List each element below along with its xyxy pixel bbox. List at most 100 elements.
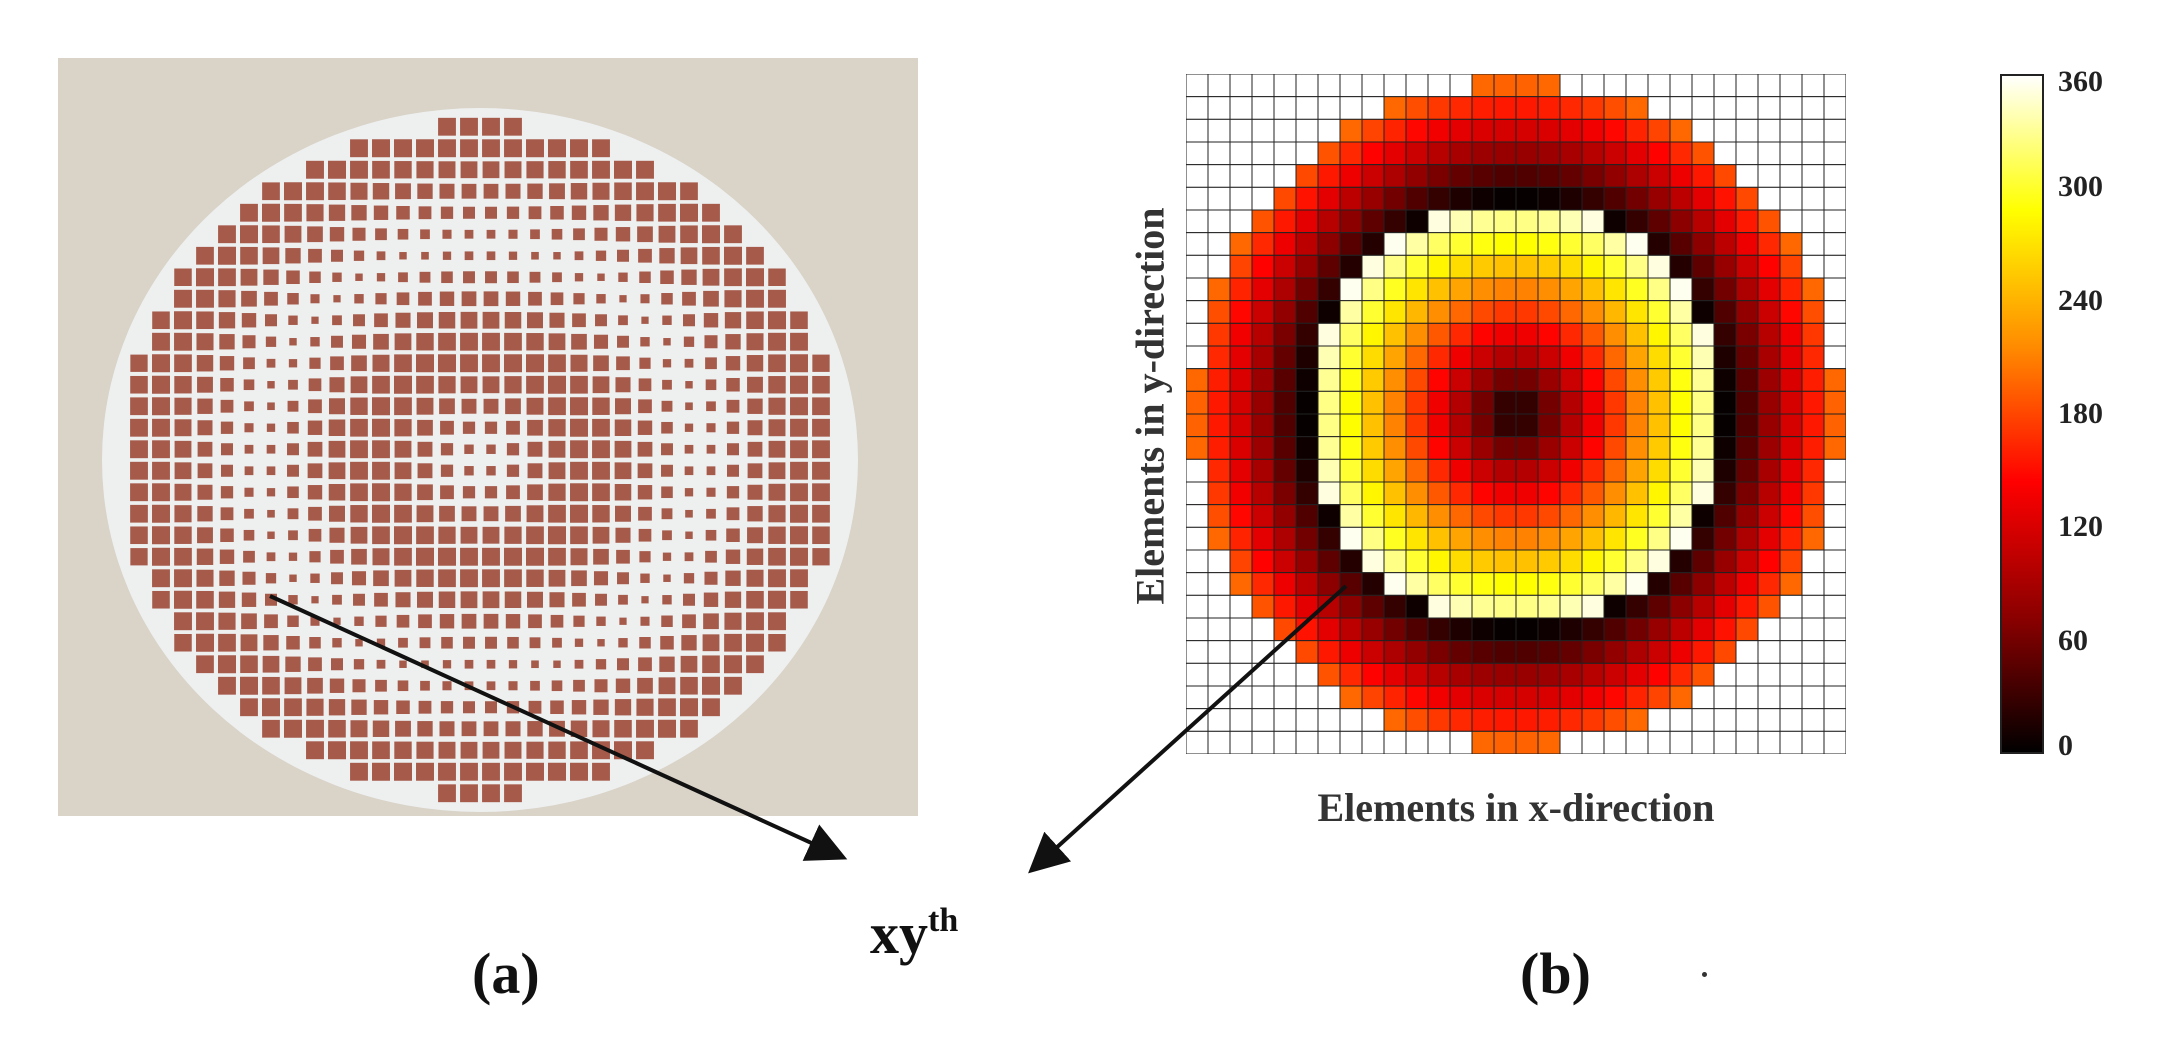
patch-element [264,614,278,629]
patch-element [130,483,148,502]
patch-element [768,633,786,652]
patch-element [570,354,588,372]
patch-element [526,333,544,351]
phase-heatmap [1186,74,1846,754]
patch-element [504,741,522,759]
patch-element [594,679,608,693]
patch-element [747,463,763,479]
patch-element [595,593,607,606]
patch-element [464,251,474,261]
patch-element [287,486,299,499]
patch-element [573,293,585,305]
patch-element [485,271,497,284]
patch-element [507,271,519,284]
patch-element [328,483,346,501]
patch-element [659,248,675,264]
patch-element [351,571,367,586]
patch-element [196,569,214,587]
patch-element [353,314,365,327]
patch-element [527,419,543,436]
patch-element [482,161,500,179]
patch-element [244,508,254,519]
patch-element [528,291,542,306]
patch-element [483,183,499,199]
patch-element [812,526,830,545]
patch-element [530,229,540,240]
patch-element [508,251,518,260]
patch-element [350,397,368,415]
patch-element [482,117,500,136]
patch-element [394,762,412,781]
patch-element [240,634,258,652]
patch-element [267,402,275,411]
patch-element [284,225,302,243]
patch-element [660,635,674,650]
patch-element [262,247,280,265]
patch-element [570,762,588,781]
patch-element [640,294,650,304]
colorbar [2000,74,2044,759]
patch-element [332,272,342,282]
panel-label-a: (a) [472,941,540,1006]
patch-element [812,418,830,437]
patch-element [262,225,280,244]
patch-element [661,443,673,456]
patch-element [661,464,673,477]
patch-element [350,440,368,459]
patch-element [702,203,720,222]
patch-element [372,418,390,437]
patch-element [680,247,698,265]
patch-element [505,721,521,737]
patch-element [196,311,214,330]
patch-element [288,530,298,541]
patch-element [130,526,148,545]
patch-element [372,762,390,781]
patch-element [639,551,651,563]
patch-element [174,289,192,308]
patch-element [768,590,786,609]
patch-element [372,354,390,372]
element-label-main: xy [870,901,928,966]
patch-element [460,526,478,544]
patch-element [395,720,411,737]
patch-element [746,268,764,287]
patch-element [373,333,389,350]
patch-element [375,228,387,241]
patch-element [703,613,719,630]
patch-element [661,486,673,499]
patch-element [311,596,319,604]
patch-element [309,637,321,649]
patch-element [196,590,214,609]
patch-element [464,444,474,454]
element-label-sup: th [928,902,959,939]
element-label: xyth [870,900,958,967]
patch-element [486,681,496,691]
patch-element [725,570,741,586]
patch-element [287,400,299,412]
patch-element [662,359,672,368]
patch-element [372,440,390,459]
patch-element [460,547,478,566]
patch-element [263,269,279,285]
patch-element [662,379,672,390]
patch-element [726,399,740,413]
patch-element [658,719,676,738]
patch-element [486,444,496,454]
patch-element [351,699,367,715]
patch-element [288,379,298,390]
patch-element [440,206,454,219]
patch-element [548,547,566,566]
patch-element [442,660,452,669]
patch-element [658,203,676,222]
patch-element [705,529,717,541]
patch-element [264,314,278,327]
patch-element [615,527,631,543]
patch-element [724,591,742,608]
patch-element [152,504,170,523]
patch-element [570,483,588,502]
patch-element [768,505,786,523]
patch-element [417,484,433,501]
patch-element [527,721,543,737]
patch-element [438,569,456,588]
patch-element [482,547,500,566]
